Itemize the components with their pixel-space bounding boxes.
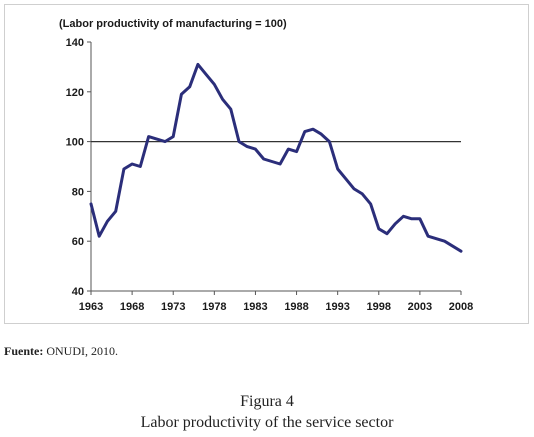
x-tick-label: 1983 xyxy=(243,301,267,313)
y-tick-label: 40 xyxy=(72,286,84,298)
figure-frame: (Labor productivity of manufacturing = 1… xyxy=(4,4,529,324)
y-tick-label: 60 xyxy=(72,236,84,248)
x-tick-labels: 1963 1968 1973 1978 1983 1988 1993 1998 2003 2008 xyxy=(79,301,473,313)
y-tick-label: 120 xyxy=(66,87,84,99)
series-line-0 xyxy=(89,62,463,253)
x-tick-label: 1978 xyxy=(202,301,226,313)
y-tick-labels: 40 60 80 100 120 140 xyxy=(66,37,84,298)
x-tick-label: 1988 xyxy=(284,301,308,313)
x-tick-label: 1998 xyxy=(367,301,391,313)
x-tick-label: 1968 xyxy=(120,301,144,313)
x-tick-label: 2008 xyxy=(449,301,473,313)
x-tick-label: 1993 xyxy=(325,301,349,313)
source-label: Fuente: xyxy=(4,344,44,358)
x-tick-label: 2003 xyxy=(408,301,432,313)
y-tick-label: 80 xyxy=(72,186,84,198)
series-layer xyxy=(89,62,463,253)
x-tick-label: 1963 xyxy=(79,301,103,313)
figure-number: Figura 4 xyxy=(240,393,294,410)
chart-unit-label: (Labor productivity of manufacturing = 1… xyxy=(59,18,287,30)
source-text: ONUDI, 2010. xyxy=(46,344,118,358)
chart-axes xyxy=(87,41,462,295)
line-chart: (Labor productivity of manufacturing = 1… xyxy=(59,18,473,313)
figure-caption: Labor productivity of the service sector xyxy=(140,414,394,431)
y-tick-label: 140 xyxy=(66,37,84,49)
source-note: Fuente: ONUDI, 2010. xyxy=(4,344,118,359)
y-tick-label: 100 xyxy=(66,137,84,149)
x-tick-label: 1973 xyxy=(161,301,185,313)
